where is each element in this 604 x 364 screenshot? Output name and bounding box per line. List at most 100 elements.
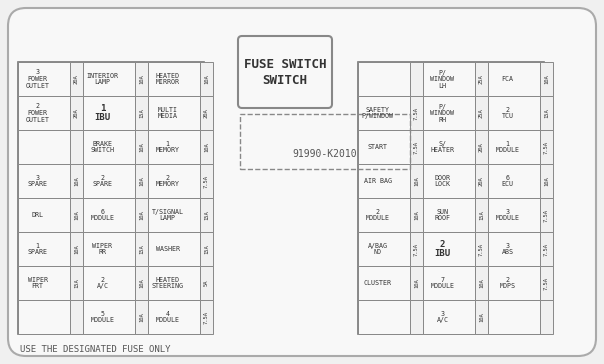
Bar xyxy=(200,62,213,96)
Bar xyxy=(488,62,540,96)
Bar xyxy=(148,266,200,300)
Text: 7.5A: 7.5A xyxy=(204,310,209,324)
Bar xyxy=(18,266,70,300)
Text: 6
ECU: 6 ECU xyxy=(501,175,513,187)
Text: START: START xyxy=(367,144,388,150)
Bar xyxy=(148,300,200,334)
Text: 20A: 20A xyxy=(479,142,484,152)
Text: WASHER: WASHER xyxy=(155,246,179,252)
Text: 10A: 10A xyxy=(74,244,79,254)
Bar xyxy=(200,266,213,300)
Bar xyxy=(475,198,488,232)
Bar xyxy=(83,300,135,334)
Text: 5A: 5A xyxy=(204,280,209,286)
Text: 2
TCU: 2 TCU xyxy=(501,107,513,119)
Bar xyxy=(540,164,553,198)
Text: 25A: 25A xyxy=(479,108,484,118)
Text: CLUSTER: CLUSTER xyxy=(364,280,391,286)
Bar xyxy=(423,164,475,198)
Text: 2
POWER
OUTLET: 2 POWER OUTLET xyxy=(25,103,50,123)
Bar xyxy=(70,266,83,300)
Text: 7.5A: 7.5A xyxy=(414,141,419,154)
Text: 2
SPARE: 2 SPARE xyxy=(92,175,112,187)
Bar xyxy=(148,164,200,198)
Bar xyxy=(410,130,423,164)
Bar xyxy=(70,164,83,198)
Bar xyxy=(475,164,488,198)
Bar xyxy=(18,96,70,130)
Text: 10A: 10A xyxy=(414,176,419,186)
Text: 10A: 10A xyxy=(74,210,79,220)
Bar xyxy=(358,198,410,232)
Text: 10A: 10A xyxy=(479,278,484,288)
Text: 20A: 20A xyxy=(204,108,209,118)
Text: 20A: 20A xyxy=(479,176,484,186)
Bar xyxy=(410,96,423,130)
Text: 1
IBU: 1 IBU xyxy=(94,104,111,122)
Text: 7.5A: 7.5A xyxy=(544,277,549,289)
Bar xyxy=(475,266,488,300)
Text: AIR BAG: AIR BAG xyxy=(364,178,391,184)
Bar xyxy=(70,300,83,334)
Text: 15A: 15A xyxy=(74,278,79,288)
Text: 20A: 20A xyxy=(74,74,79,84)
Text: 3
POWER
OUTLET: 3 POWER OUTLET xyxy=(25,70,50,88)
Bar xyxy=(488,130,540,164)
Text: 20A: 20A xyxy=(74,108,79,118)
Text: 15A: 15A xyxy=(139,244,144,254)
Bar xyxy=(148,96,200,130)
Bar xyxy=(135,266,148,300)
Bar xyxy=(18,164,70,198)
Bar xyxy=(240,114,410,169)
Bar xyxy=(540,130,553,164)
Bar xyxy=(488,300,540,334)
Bar xyxy=(18,62,204,334)
Text: USE THE DESIGNATED FUSE ONLY: USE THE DESIGNATED FUSE ONLY xyxy=(20,344,170,353)
Text: 10A: 10A xyxy=(74,176,79,186)
Text: 10A: 10A xyxy=(204,74,209,84)
Bar xyxy=(540,198,553,232)
FancyBboxPatch shape xyxy=(8,8,596,356)
Bar xyxy=(358,300,410,334)
Bar xyxy=(488,198,540,232)
Text: S/
HEATER: S/ HEATER xyxy=(431,141,454,153)
Text: WIPER
FRT: WIPER FRT xyxy=(28,277,48,289)
Text: 10A: 10A xyxy=(544,176,549,186)
Bar xyxy=(148,198,200,232)
Bar xyxy=(423,62,475,96)
Bar xyxy=(475,96,488,130)
Bar xyxy=(83,232,135,266)
Text: 15A: 15A xyxy=(204,210,209,220)
Text: 10A: 10A xyxy=(139,278,144,288)
Bar xyxy=(358,266,410,300)
Text: 3
ABS: 3 ABS xyxy=(501,243,513,255)
Text: T/SIGNAL
LAMP: T/SIGNAL LAMP xyxy=(152,209,184,221)
Bar xyxy=(410,164,423,198)
Text: 10A: 10A xyxy=(479,312,484,322)
Bar xyxy=(200,198,213,232)
Bar xyxy=(18,198,70,232)
Bar xyxy=(540,232,553,266)
Text: 10A: 10A xyxy=(139,142,144,152)
Bar xyxy=(70,62,83,96)
Text: 7.5A: 7.5A xyxy=(479,242,484,256)
Text: 7.5A: 7.5A xyxy=(414,107,419,119)
Text: 4
MODULE: 4 MODULE xyxy=(155,311,179,323)
Bar xyxy=(358,96,410,130)
Bar xyxy=(358,232,410,266)
Bar xyxy=(488,266,540,300)
Bar xyxy=(70,96,83,130)
Text: 91990-K2010: 91990-K2010 xyxy=(293,149,358,159)
Text: 15A: 15A xyxy=(544,108,549,118)
Bar xyxy=(410,198,423,232)
Bar xyxy=(83,266,135,300)
Text: 10A: 10A xyxy=(139,210,144,220)
Bar xyxy=(200,300,213,334)
Text: BRAKE
SWITCH: BRAKE SWITCH xyxy=(91,141,115,153)
Bar xyxy=(475,300,488,334)
Text: 3
SPARE: 3 SPARE xyxy=(28,175,48,187)
Bar xyxy=(135,198,148,232)
Text: INTERIOR
LAMP: INTERIOR LAMP xyxy=(86,73,118,85)
Bar xyxy=(488,164,540,198)
Text: FCA: FCA xyxy=(501,76,513,82)
